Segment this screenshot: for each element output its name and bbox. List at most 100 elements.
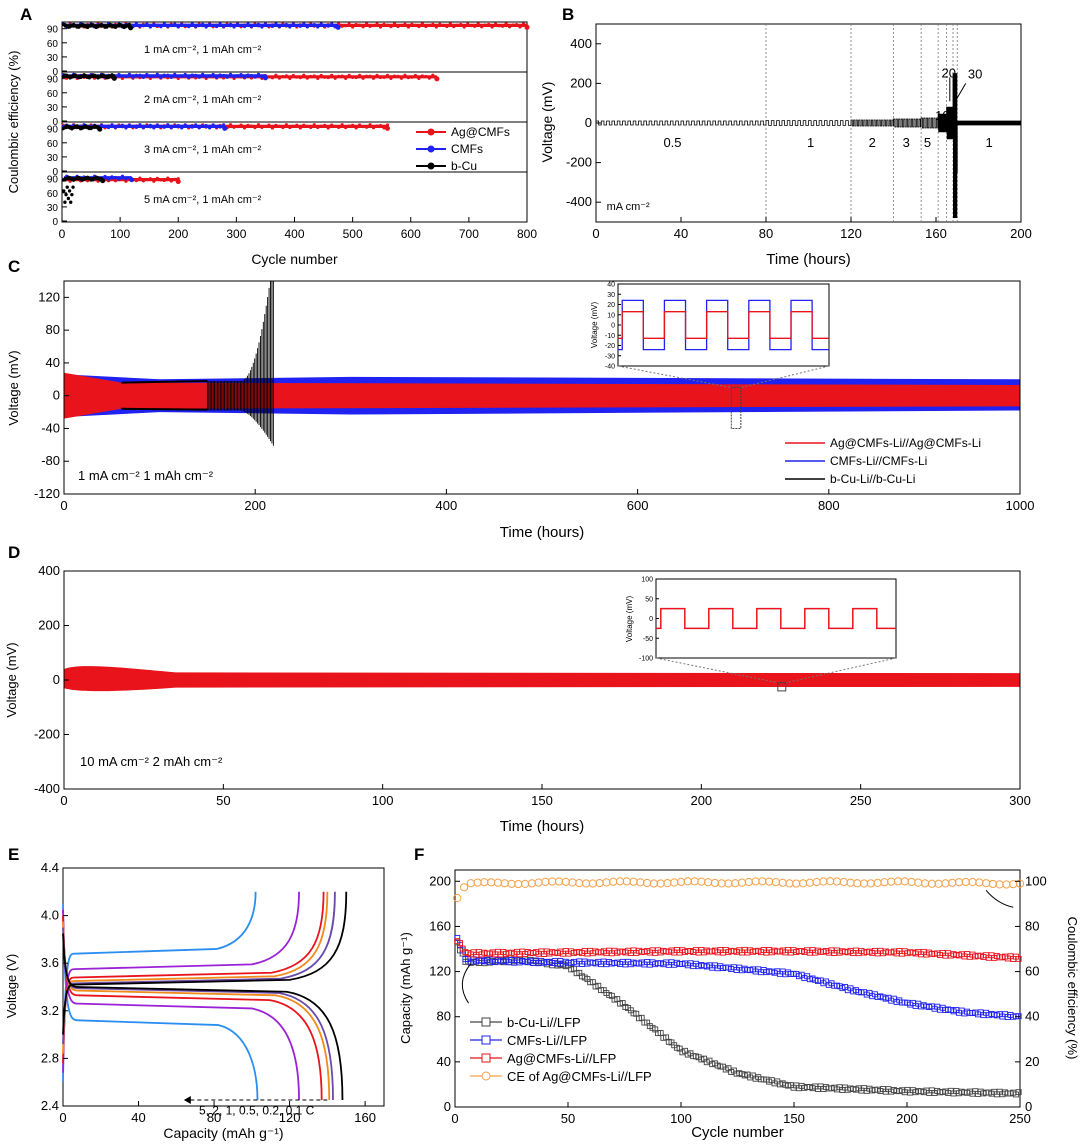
condition-label: 3 mA cm⁻², 1 mAh cm⁻²: [144, 144, 262, 156]
data-point: [420, 74, 424, 78]
panel-label-e: E: [8, 845, 19, 864]
data-point: [323, 123, 327, 127]
condition-label: 1 mA cm⁻² 1 mAh cm⁻²: [78, 468, 214, 483]
inset-frame: [655, 578, 897, 659]
data-point: [270, 76, 275, 80]
data-point: [656, 879, 665, 888]
data-point: [494, 22, 498, 26]
series-01C: [62, 891, 348, 1101]
series-b-cu-row1: [61, 22, 134, 31]
data-point: [361, 25, 365, 29]
data-point: [424, 24, 428, 29]
data-point: [176, 25, 180, 29]
data-point: [1015, 955, 1022, 962]
y-tick-label: 80: [46, 322, 60, 337]
data-point: [284, 22, 288, 27]
data-point: [302, 22, 306, 26]
data-point: [568, 878, 577, 887]
legend-label: Ag@CMFs-Li//Ag@CMFs-Li: [830, 436, 981, 450]
data-point: [473, 878, 482, 887]
data-point: [504, 22, 508, 26]
data-point: [717, 879, 726, 888]
data-point: [305, 124, 309, 128]
data-point-end: [97, 126, 103, 132]
data-point: [281, 74, 285, 79]
data-point: [361, 125, 365, 129]
data-point: [340, 123, 344, 127]
data-point: [710, 878, 720, 888]
data-point: [375, 73, 379, 77]
data-point: [337, 125, 341, 129]
data-point: [413, 73, 417, 78]
panel-label-f: F: [414, 845, 424, 864]
data-point: [173, 124, 177, 128]
data-point-end: [111, 75, 117, 81]
axis-arrow-right: [985, 889, 1014, 908]
data-point: [364, 74, 369, 78]
data-point: [106, 125, 111, 130]
panel-label-a: A: [20, 5, 32, 24]
data-point: [298, 126, 302, 130]
data-point: [476, 22, 480, 26]
data-point: [159, 75, 163, 79]
series-b-cu-row4: [61, 175, 106, 204]
x-tick-label: 200: [168, 227, 188, 241]
data-point: [337, 74, 341, 78]
data-point: [676, 877, 686, 886]
data-point: [417, 76, 421, 80]
data-point: [1015, 1089, 1022, 1096]
data-point: [497, 24, 501, 28]
data-point: [242, 75, 247, 80]
data-point: [975, 878, 984, 887]
data-point: [162, 125, 166, 129]
data-point: [326, 24, 330, 28]
y-tick-label: 40: [46, 355, 60, 370]
inset-tick-label: -30: [605, 353, 615, 360]
inset-tick-label: 0: [611, 323, 615, 330]
data-point: [452, 25, 456, 29]
inset-tick-label: 10: [607, 312, 615, 319]
data-point: [71, 185, 75, 189]
data-point: [853, 879, 862, 888]
y2-tick-label: 60: [1025, 964, 1039, 979]
data-point: [609, 877, 618, 886]
data-point: [66, 196, 71, 201]
data-point: [197, 126, 201, 130]
y-tick-label: 60: [47, 139, 59, 150]
y-axis-title: Voltage (V): [4, 954, 19, 1018]
data-point: [364, 22, 369, 26]
data-point: [548, 877, 557, 886]
unit-note: mA cm⁻²: [607, 201, 650, 213]
inset-d: 100 50 0 -50 -100 Voltage (mV): [625, 577, 897, 692]
data-point: [120, 74, 125, 78]
data-point: [288, 125, 292, 130]
data-point: [371, 126, 376, 130]
data-point: [166, 176, 170, 180]
data-point: [382, 22, 386, 27]
y2-tick-label: 40: [1025, 1009, 1039, 1024]
data-point: [382, 75, 386, 79]
data-point: [134, 125, 138, 129]
data-point: [162, 178, 166, 183]
series-voltage-band: [64, 666, 1020, 692]
data-point: [242, 24, 247, 29]
data-point: [208, 22, 212, 26]
x-tick-label: 200: [244, 498, 266, 513]
data-point: [453, 893, 462, 903]
x-tick-label: 200: [690, 793, 712, 808]
discharge-curve: [62, 903, 259, 1101]
rate-label: 1: [986, 135, 993, 150]
data-point: [771, 878, 781, 887]
data-point: [507, 879, 516, 888]
y2-tick-label: 0: [1025, 1099, 1032, 1114]
y-tick-label: 0: [52, 167, 58, 178]
data-point: [194, 73, 198, 78]
data-point: [354, 75, 358, 80]
y-tick-label: -400: [34, 781, 60, 796]
series-ag-cmfs: [454, 938, 1022, 962]
data-point: [246, 73, 250, 77]
inset-tick-label: 30: [607, 292, 615, 299]
data-point: [270, 126, 275, 130]
x-tick-label: 500: [343, 227, 363, 241]
data-point: [267, 75, 271, 79]
